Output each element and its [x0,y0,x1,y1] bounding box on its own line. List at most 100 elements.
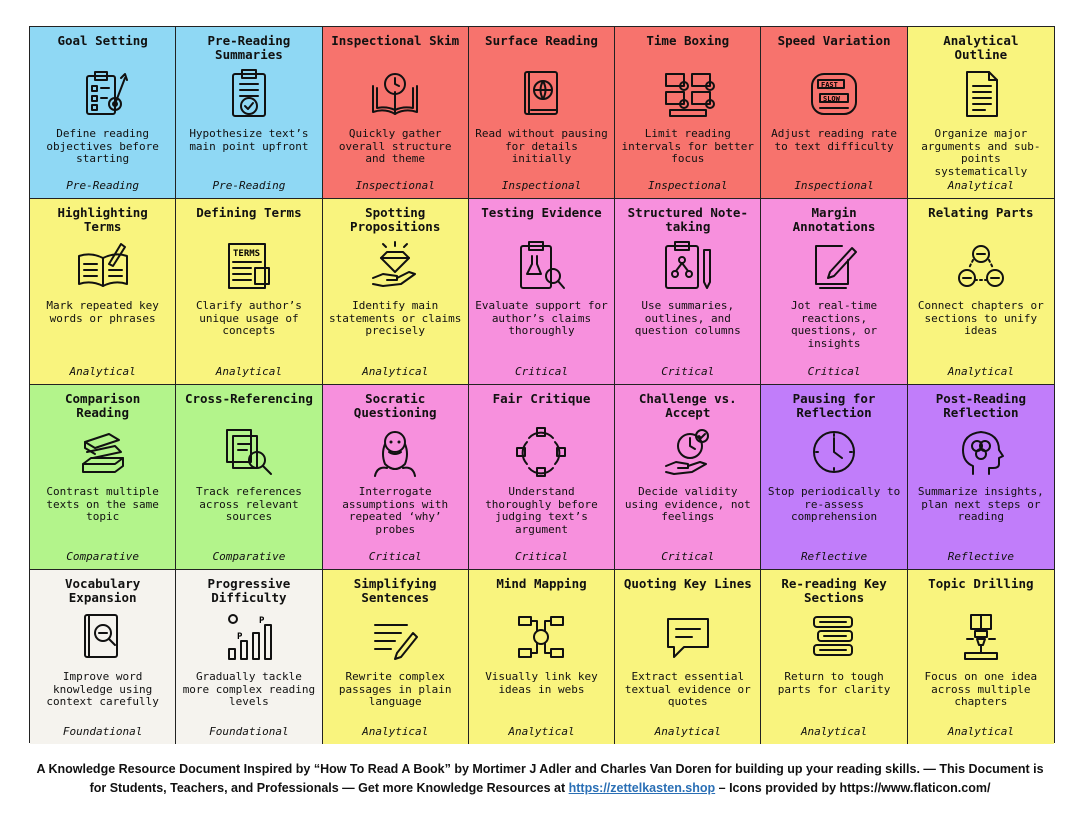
strategy-card: Pre-Reading Summaries Hypothesize text’s … [176,27,323,199]
card-description: Adjust reading rate to text difficulty [771,127,897,153]
card-description: Evaluate support for author’s claims tho… [475,299,608,337]
strategy-grid: Goal Setting Define reading objectives be… [29,26,1055,744]
card-title: Analytical Outline [943,33,1019,62]
card-title: Post-Reading Reflection [935,391,1026,420]
card-description: Extract essential textual evidence or qu… [624,670,751,708]
card-description: Hypothesize text’s main point upfront [189,127,309,153]
card-description: Identify main statements or claims preci… [328,299,462,337]
card-category: Critical [661,550,715,563]
strategy-card: Time Boxing Limit reading intervals for b… [615,27,762,199]
card-description: Track references across relevant sources [195,485,302,523]
fast-slow-icon: FAST SLOW [806,66,862,122]
card-category: Analytical [947,725,1014,738]
card-title: Topic Drilling [928,576,1034,591]
card-category: Comparative [66,550,140,563]
card-title: Highlighting Terms [57,205,148,234]
strategy-card: Mind Mapping Visually link key ideas in w… [468,570,616,744]
card-title: Challenge vs. Accept [638,391,737,420]
card-title: Surface Reading [485,33,598,48]
card-title: Fair Critique [492,391,591,406]
book-stack-icon [75,424,131,480]
card-description: Interrogate assumptions with repeated ‘w… [342,485,449,536]
strategy-card: Progressive Difficulty P P Gradually tackle… [176,570,323,744]
card-description: Read without pausing for details initial… [475,127,608,165]
card-category: Comparative [212,550,286,563]
card-category: Analytical [69,365,136,378]
card-category: Analytical [800,725,868,738]
card-description: Summarize insights, plan next steps or r… [917,485,1044,523]
strategy-card: Analytical Outline Organize major argumen… [907,27,1054,199]
clipboard-target-icon [75,66,131,122]
card-title: Relating Parts [928,205,1034,220]
card-category: Analytical [508,725,575,738]
card-title: Defining Terms [196,205,302,220]
terms-document-icon: TERMS [221,238,277,294]
clipboard-flask-magnifier-icon [513,238,569,294]
card-description: Connect chapters or sections to unify id… [917,299,1044,337]
strategy-card: Vocabulary Expansion Improve word knowled… [30,570,177,744]
card-category: Critical [807,365,861,378]
card-description: Clarify author’s unique usage of concept… [195,299,302,337]
card-title: Testing Evidence [481,205,602,220]
card-title: Speed Variation [777,33,891,48]
card-category: Critical [368,550,422,563]
strategy-card: Fair Critique Understand thoroughly befor… [468,385,616,570]
lines-pencil-icon [367,609,423,665]
strategy-card: Post-Reading Reflection Summarize insight… [907,385,1054,570]
card-category: Inspectional [355,179,435,192]
hand-clock-check-icon [660,424,716,480]
card-description: Improve word knowledge using context car… [46,670,159,708]
strategy-card: Margin Annotations Jot real-time reaction… [761,199,908,385]
speech-bubble-icon [660,609,716,665]
card-description: Gradually tackle more complex reading le… [182,670,316,708]
card-description: Jot real-time reactions, questions, or i… [791,299,878,350]
card-category: Inspectional [794,179,874,192]
strategy-card: Spotting Propositions Identify main state… [322,199,469,385]
card-description: Stop periodically to re-assess comprehen… [767,485,901,523]
book-clock-icon [367,66,423,122]
clipboard-check-icon [221,66,277,122]
card-title: Mind Mapping [496,576,587,591]
strategy-card: Quoting Key Lines Extract essential textu… [615,570,762,744]
strategy-card: Comparison Reading Contrast multiple text… [30,385,177,570]
card-category: Inspectional [648,179,728,192]
socrates-icon [367,424,423,480]
card-description: Understand thoroughly before judging tex… [485,485,598,536]
documents-magnifier-icon [221,424,277,480]
card-category: Reflective [947,550,1014,563]
card-title: Goal Setting [57,33,148,48]
head-brain-icon [953,424,1009,480]
card-description: Contrast multiple texts on the same topi… [46,485,159,523]
edit-square-icon [806,238,862,294]
card-title: Inspectional Skim [331,33,460,48]
card-description: Visually link key ideas in webs [485,670,598,696]
book-drill-icon [953,609,1009,665]
card-category: Analytical [362,725,429,738]
open-book-pen-icon [75,238,131,294]
strategy-card: Inspectional Skim Quickly gather overall … [322,27,469,199]
zettelkasten-link[interactable]: https://zettelkasten.shop [568,781,716,795]
strategy-card: Challenge vs. Accept Decide validity usin… [615,385,762,570]
card-category: Analytical [947,179,1014,192]
card-category: Inspectional [501,179,582,192]
card-title: Spotting Propositions [350,205,441,234]
card-category: Analytical [947,365,1014,378]
strategy-card: Re-reading Key Sections Return to tough p… [761,570,908,744]
card-description: Return to tough parts for clarity [777,670,891,696]
card-title: Comparison Reading [65,391,141,420]
linked-circles-icon [953,238,1009,294]
card-title: Time Boxing [646,33,730,48]
svg-text:TERMS: TERMS [233,249,260,259]
footer-line-2-prefix: for Students, Teachers, and Professional… [89,781,569,795]
strategy-card: Testing Evidence Evaluate support for aut… [468,199,616,385]
card-category: Critical [661,365,715,378]
card-description: Define reading objectives before startin… [46,127,159,165]
card-category: Analytical [362,365,429,378]
footer-line-2: for Students, Teachers, and Professional… [20,779,1060,798]
card-description: Use summaries, outlines, and question co… [634,299,741,337]
strategy-card: Socratic Questioning Interrogate assumpti… [322,385,469,570]
svg-text:SLOW: SLOW [823,95,841,103]
svg-text:P: P [259,616,265,626]
card-title: Pausing for Reflection [792,391,876,420]
